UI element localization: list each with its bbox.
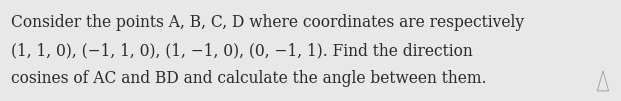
Text: Consider the points A, B, C, D where coordinates are respectively: Consider the points A, B, C, D where coo… <box>11 14 524 31</box>
Text: (1, 1, 0), (−1, 1, 0), (1, −1, 0), (0, −1, 1). Find the direction: (1, 1, 0), (−1, 1, 0), (1, −1, 0), (0, −… <box>11 42 473 59</box>
Text: cosines of AC and BD and calculate the angle between them.: cosines of AC and BD and calculate the a… <box>11 70 487 87</box>
